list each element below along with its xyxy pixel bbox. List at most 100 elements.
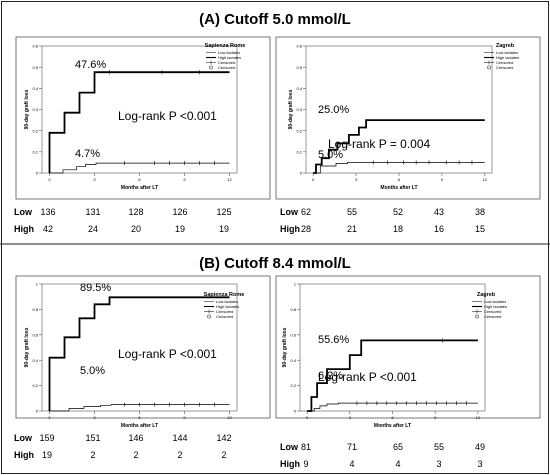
y-tick-label: 0.2 bbox=[32, 128, 38, 133]
y-tick-label: 1 bbox=[36, 282, 39, 287]
y-axis-label: 90-day graft loss bbox=[24, 327, 30, 367]
risk-cell: 4 bbox=[349, 459, 354, 469]
risk-cell: 126 bbox=[172, 207, 187, 217]
series-low-lactates-curve bbox=[49, 404, 230, 412]
risk-cell: 144 bbox=[172, 433, 187, 443]
risk-cell: 15 bbox=[475, 224, 485, 234]
chart-panel-frame bbox=[275, 275, 541, 419]
log-rank-p-value: Log-rank P <0.001 bbox=[318, 370, 417, 384]
x-tick-label: 3 bbox=[93, 415, 96, 420]
risk-row-label-high: High bbox=[280, 224, 300, 234]
legend-entry: High lactates bbox=[216, 304, 239, 309]
x-tick-label: 12 bbox=[476, 415, 481, 420]
y-tick-label: 0.6 bbox=[32, 332, 38, 337]
chart-a-zagreb: 0 0.1 0.2 0.3 0.4 0.5 0.6 0 3 6 9 12 Months after LT… bbox=[275, 36, 541, 200]
log-rank-p-value: Log-rank P <0.001 bbox=[118, 347, 217, 361]
legend-entry: Censored bbox=[496, 60, 513, 65]
section-b-title: (B) Cutoff 8.4 mmol/L bbox=[199, 255, 351, 272]
y-tick-label: 0.6 bbox=[32, 44, 38, 49]
series-low-lactates-curve bbox=[49, 162, 230, 174]
y-tick-label: 0.5 bbox=[32, 65, 38, 70]
risk-cell: 142 bbox=[216, 433, 231, 443]
y-tick-label: 0.8 bbox=[32, 307, 38, 312]
risk-cell: 136 bbox=[40, 207, 55, 217]
legend-censor-circle-swatch bbox=[487, 65, 491, 70]
risk-cell: 151 bbox=[85, 433, 100, 443]
legend-entry: Low lactates bbox=[496, 50, 518, 55]
x-tick-label: 0 bbox=[306, 415, 309, 420]
low-lactates-percent-label: 6.2% bbox=[318, 370, 343, 382]
risk-cell: 2 bbox=[221, 450, 226, 460]
x-axis-label: Months after LT bbox=[121, 185, 158, 191]
risk-table-b-zagreb: Low 81 71 65 55 49 High 9 4 4 3 3 bbox=[280, 442, 485, 469]
y-tick-label: 0.4 bbox=[32, 358, 38, 363]
x-axis-label: Months after LT bbox=[374, 423, 411, 429]
chart-title: Zagreb bbox=[496, 43, 515, 49]
y-axis-label: 90-day graft loss bbox=[288, 89, 294, 129]
risk-row-label-high: High bbox=[280, 459, 300, 469]
chart-title: Zagreb bbox=[477, 292, 496, 298]
risk-cell: 65 bbox=[393, 442, 403, 452]
y-tick-label: 0.6 bbox=[290, 332, 296, 337]
risk-cell: 2 bbox=[90, 450, 95, 460]
risk-row-label-high: High bbox=[14, 224, 34, 234]
legend-entry: Censored bbox=[216, 314, 233, 319]
risk-cell: 9 bbox=[303, 459, 308, 469]
x-tick-label: 0 bbox=[48, 415, 51, 420]
risk-row-label-low: Low bbox=[14, 433, 33, 443]
risk-row-label-low: Low bbox=[14, 207, 33, 217]
y-tick-label: 0.2 bbox=[296, 128, 302, 133]
high-lactates-percent-label: 25.0% bbox=[318, 104, 349, 116]
high-lactates-percent-label: 55.6% bbox=[318, 334, 349, 346]
legend-censor-circle-swatch bbox=[209, 65, 213, 70]
y-tick-label: 0 bbox=[36, 409, 39, 414]
risk-cell: 28 bbox=[301, 224, 311, 234]
y-tick-label: 0.6 bbox=[296, 44, 302, 49]
series-high-lactates-curve bbox=[48, 71, 230, 173]
risk-cell: 16 bbox=[434, 224, 444, 234]
high-lactates-percent-label: 47.6% bbox=[75, 59, 106, 71]
x-tick-label: 6 bbox=[398, 177, 401, 182]
series-high-lactates-curve bbox=[48, 296, 230, 411]
risk-cell: 55 bbox=[434, 442, 444, 452]
risk-cell: 55 bbox=[347, 207, 357, 217]
risk-cell: 2 bbox=[133, 450, 138, 460]
y-tick-label: 0 bbox=[294, 409, 297, 414]
y-tick-label: 0.2 bbox=[32, 383, 38, 388]
y-tick-label: 0.1 bbox=[296, 149, 302, 154]
x-tick-label: 0 bbox=[312, 177, 315, 182]
y-tick-label: 0 bbox=[300, 171, 303, 176]
chart-panel-frame bbox=[15, 275, 271, 419]
x-tick-label: 0 bbox=[48, 177, 51, 182]
chart-a-sapienza-rome: 0 0.1 0.2 0.3 0.4 0.5 0.6 0 3 6 9 12 Months after LT… bbox=[15, 36, 271, 200]
x-tick-label: 3 bbox=[93, 177, 96, 182]
risk-cell: 42 bbox=[43, 224, 53, 234]
risk-cell: 2 bbox=[177, 450, 182, 460]
x-tick-label: 6 bbox=[138, 177, 141, 182]
legend-censor-circle-swatch bbox=[475, 314, 479, 319]
risk-cell: 146 bbox=[128, 433, 143, 443]
legend-entry: Low lactates bbox=[218, 50, 240, 55]
risk-cell: 125 bbox=[216, 207, 231, 217]
x-axis-label: Months after LT bbox=[121, 423, 158, 429]
y-tick-label: 1 bbox=[294, 282, 297, 287]
series-low-lactates-curve bbox=[313, 162, 485, 174]
legend-entry: Censored bbox=[216, 309, 233, 314]
x-tick-label: 12 bbox=[227, 177, 232, 182]
low-lactates-percent-label: 5.0% bbox=[80, 365, 105, 377]
risk-cell: 3 bbox=[436, 459, 441, 469]
chart-title: Sapienza Rome bbox=[205, 43, 246, 49]
risk-cell: 3 bbox=[477, 459, 482, 469]
chart-title: Sapienza Rome bbox=[204, 292, 245, 298]
low-lactates-percent-label: 4.7% bbox=[75, 148, 100, 160]
section-a-title: (A) Cutoff 5.0 mmol/L bbox=[199, 11, 351, 28]
risk-cell: 131 bbox=[85, 207, 100, 217]
legend-entry: Censored bbox=[218, 60, 235, 65]
legend-entry: Censored bbox=[484, 314, 501, 319]
y-tick-label: 0.4 bbox=[290, 358, 296, 363]
log-rank-p-value: Log-rank P <0.001 bbox=[118, 109, 217, 123]
chart-b-sapienza-rome: 0 0.2 0.4 0.6 0.8 1 0 3 6 9 12 Months after LT 90-da… bbox=[15, 275, 271, 429]
